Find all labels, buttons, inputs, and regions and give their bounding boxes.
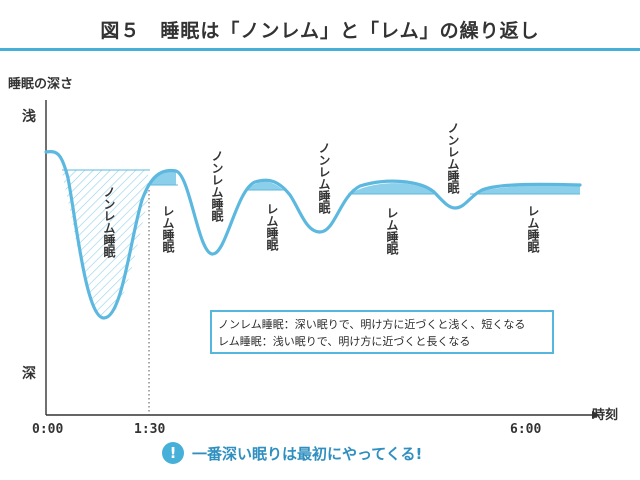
legend-box: ノンレム睡眠：深い眠りで、明け方に近づくと浅く、短くなる レム睡眠：浅い眠りで、… — [210, 310, 554, 354]
y-tick-shallow: 浅 — [22, 109, 36, 125]
phase-label-nonrem-2: ノンレム睡眠 — [210, 150, 224, 222]
exclamation-icon: ! — [162, 442, 184, 464]
footer-callout: ! 一番深い眠りは最初にやってくる! — [162, 440, 422, 466]
phase-label-rem-3: レム睡眠 — [385, 207, 399, 255]
phase-label-nonrem-4: ノンレム睡眠 — [446, 122, 460, 194]
legend-line-nonrem: ノンレム睡眠：深い眠りで、明け方に近づくと浅く、短くなる — [218, 318, 526, 331]
x-axis-label: 時刻 — [592, 408, 619, 423]
x-tick-1-30: 1:30 — [134, 422, 166, 437]
legend-line-rem: レム睡眠：浅い眠りで、明け方に近づくと長くなる — [218, 335, 471, 348]
phase-label-rem-4: レム睡眠 — [526, 205, 540, 253]
y-tick-deep: 深 — [22, 366, 36, 382]
rem-hump-3 — [350, 183, 436, 194]
sleep-depth-curve — [44, 150, 582, 320]
phase-label-rem-1: レム睡眠 — [161, 205, 175, 253]
y-axis-label: 睡眠の深さ — [8, 77, 74, 92]
first-nonrem-hatch — [62, 170, 148, 318]
rem-hump-1 — [150, 170, 176, 185]
footer-text: 一番深い眠りは最初にやってくる! — [192, 444, 423, 463]
x-tick-0-00: 0:00 — [32, 422, 64, 437]
x-tick-6-00: 6:00 — [510, 422, 542, 437]
x-axis-arrow — [592, 411, 600, 419]
phase-label-rem-2: レム睡眠 — [265, 203, 279, 251]
phase-label-nonrem-3: ノンレム睡眠 — [317, 142, 331, 214]
rem-hump-2 — [247, 181, 283, 190]
page-title: 図５ 睡眠は「ノンレム」と「レム」の繰り返し — [100, 20, 540, 42]
title-rule — [0, 48, 640, 51]
rem-hump-4 — [472, 184, 580, 194]
phase-label-nonrem-1: ノンレム睡眠 — [102, 186, 116, 258]
